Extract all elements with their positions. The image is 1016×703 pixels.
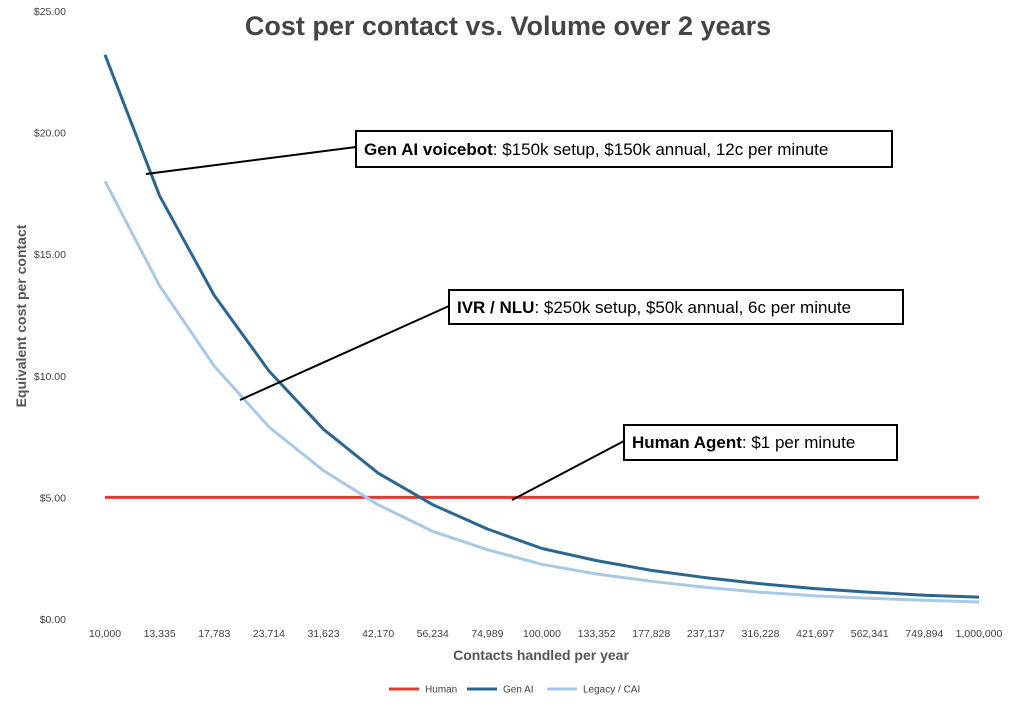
x-tick-label: 562,341 xyxy=(851,628,889,640)
legend-label-gen-ai: Gen AI xyxy=(503,685,534,696)
y-axis-label: Equivalent cost per contact xyxy=(13,224,29,407)
x-tick-label: 74,989 xyxy=(471,628,503,640)
x-tick-label: 17,783 xyxy=(198,628,230,640)
x-tick-label: 100,000 xyxy=(523,628,561,640)
x-tick-label: 421,697 xyxy=(796,628,834,640)
y-tick-label: $25.00 xyxy=(34,6,66,18)
annotation-box-genai xyxy=(355,130,893,168)
annotation-ivr: IVR / NLU: $250k setup, $50k annual, 6c … xyxy=(457,298,851,317)
chart-title: Cost per contact vs. Volume over 2 years xyxy=(245,11,771,41)
annotation-human-rest: : $1 per minute xyxy=(742,433,855,452)
series-lines xyxy=(103,54,980,604)
y-tick-label: $10.00 xyxy=(34,371,66,383)
y-tick-label: $5.00 xyxy=(40,492,66,504)
series-line-legacy-cai xyxy=(103,180,980,604)
y-tick-label: $20.00 xyxy=(34,128,66,140)
annotation-ivr-rest: : $250k setup, $50k annual, 6c per minut… xyxy=(534,298,851,317)
x-tick-label: 10,000 xyxy=(89,628,121,640)
legend-label-legacy-cai: Legacy / CAI xyxy=(583,685,640,696)
x-tick-label: 23,714 xyxy=(253,628,285,640)
annotation-genai: Gen AI voicebot: $150k setup, $150k annu… xyxy=(364,140,828,159)
annotation-leader-human xyxy=(511,440,625,501)
annotation-genai-bold: Gen AI voicebot xyxy=(364,140,493,159)
legend-label-human: Human xyxy=(425,685,457,696)
x-tick-label: 1,000,000 xyxy=(956,628,1003,640)
x-axis-label: Contacts handled per year xyxy=(453,647,629,663)
x-tick-label: 749,894 xyxy=(905,628,943,640)
x-tick-label: 56,234 xyxy=(417,628,449,640)
y-tick-label: $15.00 xyxy=(34,249,66,261)
annotation-ivr-bold: IVR / NLU xyxy=(457,298,534,317)
y-axis-ticks: $0.00 $5.00 $10.00 $15.00 $20.00 $25.00 xyxy=(34,6,66,626)
x-tick-label: 177,828 xyxy=(632,628,670,640)
annotation-genai-rest: : $150k setup, $150k annual, 12c per min… xyxy=(493,140,829,159)
x-tick-label: 31,623 xyxy=(307,628,339,640)
y-tick-label: $0.00 xyxy=(40,614,66,626)
annotation-human-bold: Human Agent xyxy=(632,433,742,452)
x-tick-label: 42,170 xyxy=(362,628,394,640)
x-tick-label: 13,335 xyxy=(144,628,176,640)
annotation-leader-ivr xyxy=(239,305,450,401)
x-tick-label: 237,137 xyxy=(687,628,725,640)
x-tick-label: 133,352 xyxy=(578,628,616,640)
annotation-leader-genai xyxy=(145,146,357,175)
legend: Human Gen AI Legacy / CAI xyxy=(389,685,640,696)
series-line-gen-ai xyxy=(103,54,980,599)
annotation-box-human xyxy=(623,424,898,461)
annotation-box-ivr xyxy=(448,289,904,325)
x-axis-ticks: 10,000 13,335 17,783 23,714 31,623 42,170 56,2… xyxy=(89,628,1003,640)
annotation-human: Human Agent: $1 per minute xyxy=(632,433,855,452)
x-tick-label: 316,228 xyxy=(742,628,780,640)
